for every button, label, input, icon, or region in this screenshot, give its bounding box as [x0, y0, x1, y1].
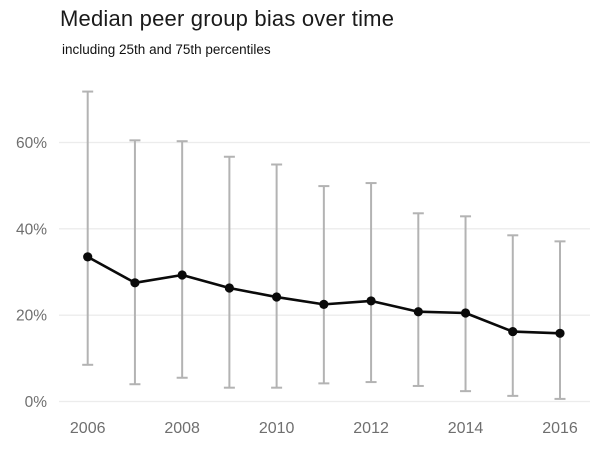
x-tick-label: 2010 [259, 420, 295, 437]
error-bar [176, 140, 188, 379]
x-tick-label: 2016 [542, 420, 578, 437]
data-point [272, 292, 282, 302]
data-point [460, 308, 471, 318]
x-tick-label: 2008 [164, 420, 200, 437]
error-bar [271, 163, 283, 389]
data-point [366, 296, 376, 306]
chart-title: Median peer group bias over time [60, 6, 395, 31]
data-point [413, 307, 423, 317]
error-bars [82, 90, 566, 400]
y-tick-label: 20% [16, 308, 47, 325]
data-point [130, 278, 140, 288]
data-point [224, 283, 234, 293]
data-point [555, 328, 565, 338]
x-tick-label: 2012 [353, 420, 389, 437]
data-point [83, 252, 93, 262]
error-bar [223, 155, 235, 389]
chart-subtitle: including 25th and 75th percentiles [62, 42, 271, 57]
y-tick-label: 0% [25, 394, 48, 411]
error-bar [129, 139, 141, 386]
data-point [508, 326, 518, 337]
y-tick-label: 40% [16, 221, 47, 238]
error-bar [554, 240, 566, 400]
data-point [177, 270, 187, 280]
x-tick-label: 2006 [70, 420, 106, 437]
y-axis-labels: 0% 20% 40% 60% [16, 135, 47, 411]
y-tick-label: 60% [16, 135, 47, 152]
error-bar [82, 90, 94, 366]
error-bar [460, 215, 472, 393]
error-bar [365, 182, 377, 384]
error-bar [507, 234, 519, 397]
x-tick-label: 2014 [448, 420, 484, 437]
error-bar [412, 212, 424, 387]
data-point [319, 299, 329, 309]
x-axis-labels: 2006 2008 2010 2012 2014 2016 [70, 420, 578, 437]
data-points [83, 252, 565, 338]
error-bar [318, 185, 330, 385]
